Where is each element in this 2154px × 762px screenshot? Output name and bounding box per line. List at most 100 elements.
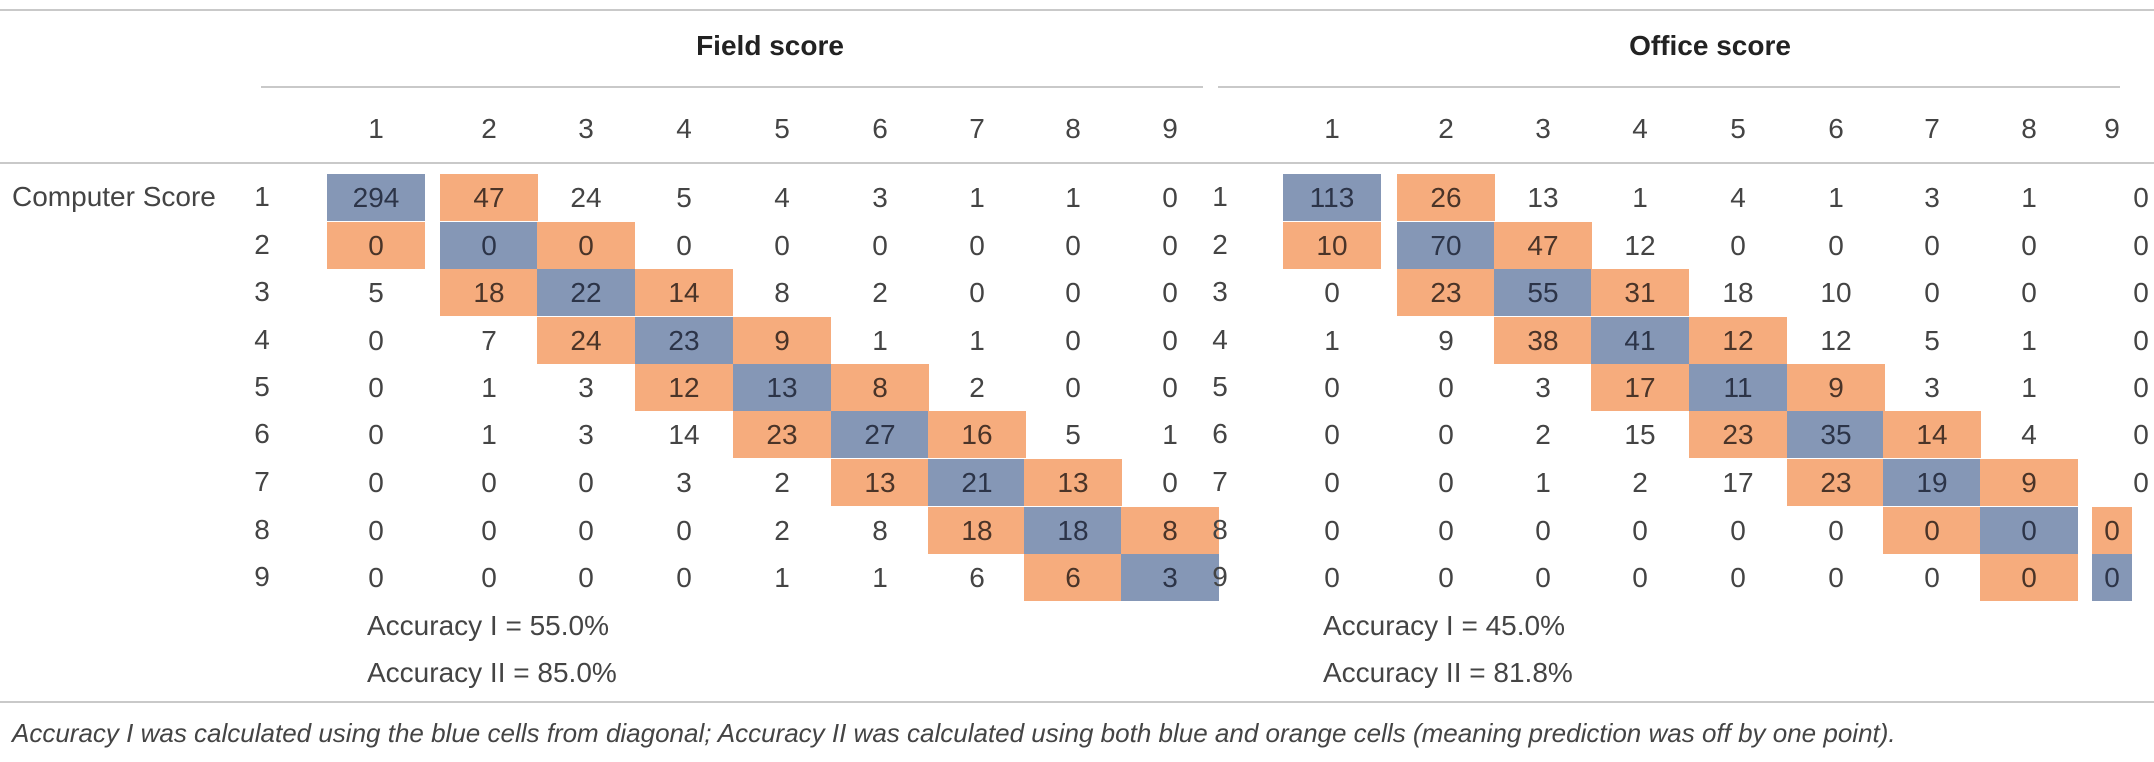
office-col-header-5: 5 — [1730, 113, 1746, 144]
office-cell-r8-c4: 0 — [1632, 514, 1648, 546]
field-cell-r1-c8: 1 — [1065, 181, 1081, 213]
office-cell-r6-c7: 14 — [1883, 411, 1981, 458]
footer-rule — [0, 701, 2154, 703]
field-cell-r8-c4: 0 — [676, 514, 692, 546]
footnote: Accuracy I was calculated using the blue… — [12, 718, 1896, 748]
office-cell-r2-c6: 0 — [1828, 229, 1844, 261]
field-cell-r5-c7: 2 — [969, 371, 985, 403]
office-cell-r6-c5: 23 — [1689, 411, 1787, 458]
office-cell-r3-c3: 55 — [1494, 269, 1592, 316]
office-cell-r4-c4: 41 — [1591, 317, 1689, 364]
office-cell-r6-c3: 2 — [1535, 418, 1551, 450]
office-row-label-2: 2 — [1212, 229, 1228, 260]
field-cell-r5-c6: 8 — [831, 364, 929, 411]
field-score-title: Field score — [696, 30, 844, 61]
office-cell-r8-c6: 0 — [1828, 514, 1844, 546]
field-cell-r6-c8: 5 — [1065, 418, 1081, 450]
field-cell-r2-c3: 0 — [537, 222, 635, 269]
field-cell-r8-c1: 0 — [368, 514, 384, 546]
office-col-header-3: 3 — [1535, 113, 1551, 144]
office-accuracy-2: Accuracy II = 81.8% — [1323, 657, 1573, 688]
office-cell-r1-c2: 26 — [1397, 174, 1495, 221]
office-cell-r4-c7: 5 — [1924, 324, 1940, 356]
field-cell-r2-c9: 0 — [1162, 229, 1178, 261]
office-cell-r8-c5: 0 — [1730, 514, 1746, 546]
office-cell-r3-c1: 0 — [1324, 276, 1340, 308]
field-accuracy-2: Accuracy II = 85.0% — [367, 657, 617, 688]
office-cell-r1-c4: 1 — [1632, 181, 1648, 213]
field-cell-r9-c5: 1 — [774, 561, 790, 593]
office-cell-r3-c2: 23 — [1397, 269, 1495, 316]
field-cell-r4-c7: 1 — [969, 324, 985, 356]
office-cell-r2-c5: 0 — [1730, 229, 1746, 261]
office-cell-r6-c2: 0 — [1438, 418, 1454, 450]
office-col-header-2: 2 — [1438, 113, 1454, 144]
field-cell-r1-c2: 47 — [440, 174, 538, 221]
field-cell-r2-c7: 0 — [969, 229, 985, 261]
office-cell-r5-c1: 0 — [1324, 371, 1340, 403]
office-cell-r8-c9: 0 — [2092, 507, 2132, 554]
field-cell-r7-c4: 3 — [676, 466, 692, 498]
office-cell-r1-c1: 113 — [1283, 174, 1381, 221]
office-col-header-4: 4 — [1632, 113, 1648, 144]
office-row-label-9: 9 — [1212, 561, 1228, 592]
field-cell-r2-c1: 0 — [327, 222, 425, 269]
office-cell-r4-c6: 12 — [1820, 324, 1852, 356]
office-cell-r5-c2: 0 — [1438, 371, 1454, 403]
field-col-header-5: 5 — [774, 113, 790, 144]
office-cell-r5-c4: 17 — [1591, 364, 1689, 411]
office-cell-r7-c8: 9 — [1980, 459, 2078, 506]
office-cell-r9-c8: 0 — [1980, 554, 2078, 601]
field-cell-r7-c8: 13 — [1024, 459, 1122, 506]
office-cell-r7-c7: 19 — [1883, 459, 1981, 506]
field-cell-r6-c6: 27 — [831, 411, 929, 458]
office-cell-r1-c6: 1 — [1828, 181, 1844, 213]
field-cell-r7-c1: 0 — [368, 466, 384, 498]
office-cell-r4-c1: 1 — [1324, 324, 1340, 356]
field-cell-r1-c5: 4 — [774, 181, 790, 213]
field-row-label-2: 2 — [254, 229, 270, 260]
field-cell-r8-c2: 0 — [481, 514, 497, 546]
office-cell-r5-c3: 3 — [1535, 371, 1551, 403]
field-cell-r9-c9: 3 — [1121, 554, 1219, 601]
field-row-label-5: 5 — [254, 371, 270, 402]
field-cell-r2-c5: 0 — [774, 229, 790, 261]
field-col-header-3: 3 — [578, 113, 594, 144]
office-col-header-6: 6 — [1828, 113, 1844, 144]
office-cell-r3-c7: 0 — [1924, 276, 1940, 308]
office-cell-r9-c1: 0 — [1324, 561, 1340, 593]
office-cell-r5-c8: 1 — [2021, 371, 2037, 403]
field-cell-r1-c3: 24 — [570, 181, 602, 213]
office-cell-r1-c9: 0 — [2133, 181, 2149, 213]
office-col-header-1: 1 — [1324, 113, 1340, 144]
office-score-title: Office score — [1629, 30, 1791, 61]
field-cell-r1-c7: 1 — [969, 181, 985, 213]
office-cell-r6-c8: 4 — [2021, 418, 2037, 450]
office-cell-r4-c9: 0 — [2133, 324, 2149, 356]
office-cell-r9-c6: 0 — [1828, 561, 1844, 593]
field-cell-r9-c3: 0 — [578, 561, 594, 593]
office-cell-r9-c7: 0 — [1924, 561, 1940, 593]
office-cell-r2-c7: 0 — [1924, 229, 1940, 261]
field-col-header-2: 2 — [481, 113, 497, 144]
field-cell-r9-c2: 0 — [481, 561, 497, 593]
office-cell-r8-c7: 0 — [1883, 507, 1981, 554]
field-cell-r4-c3: 24 — [537, 317, 635, 364]
office-cell-r3-c8: 0 — [2021, 276, 2037, 308]
office-cell-r6-c6: 35 — [1787, 411, 1885, 458]
office-cell-r6-c9: 0 — [2133, 418, 2149, 450]
field-cell-r7-c7: 21 — [928, 459, 1026, 506]
office-cell-r6-c1: 0 — [1324, 418, 1340, 450]
office-row-label-6: 6 — [1212, 418, 1228, 449]
field-cell-r4-c8: 0 — [1065, 324, 1081, 356]
field-row-label-8: 8 — [254, 514, 270, 545]
field-cell-r2-c8: 0 — [1065, 229, 1081, 261]
field-cell-r5-c9: 0 — [1162, 371, 1178, 403]
field-cell-r2-c4: 0 — [676, 229, 692, 261]
office-cell-r2-c4: 12 — [1624, 229, 1656, 261]
header-rule — [0, 162, 2154, 164]
office-cell-r2-c3: 47 — [1494, 222, 1592, 269]
field-cell-r5-c4: 12 — [635, 364, 733, 411]
field-col-header-9: 9 — [1162, 113, 1178, 144]
office-row-label-7: 7 — [1212, 466, 1228, 497]
